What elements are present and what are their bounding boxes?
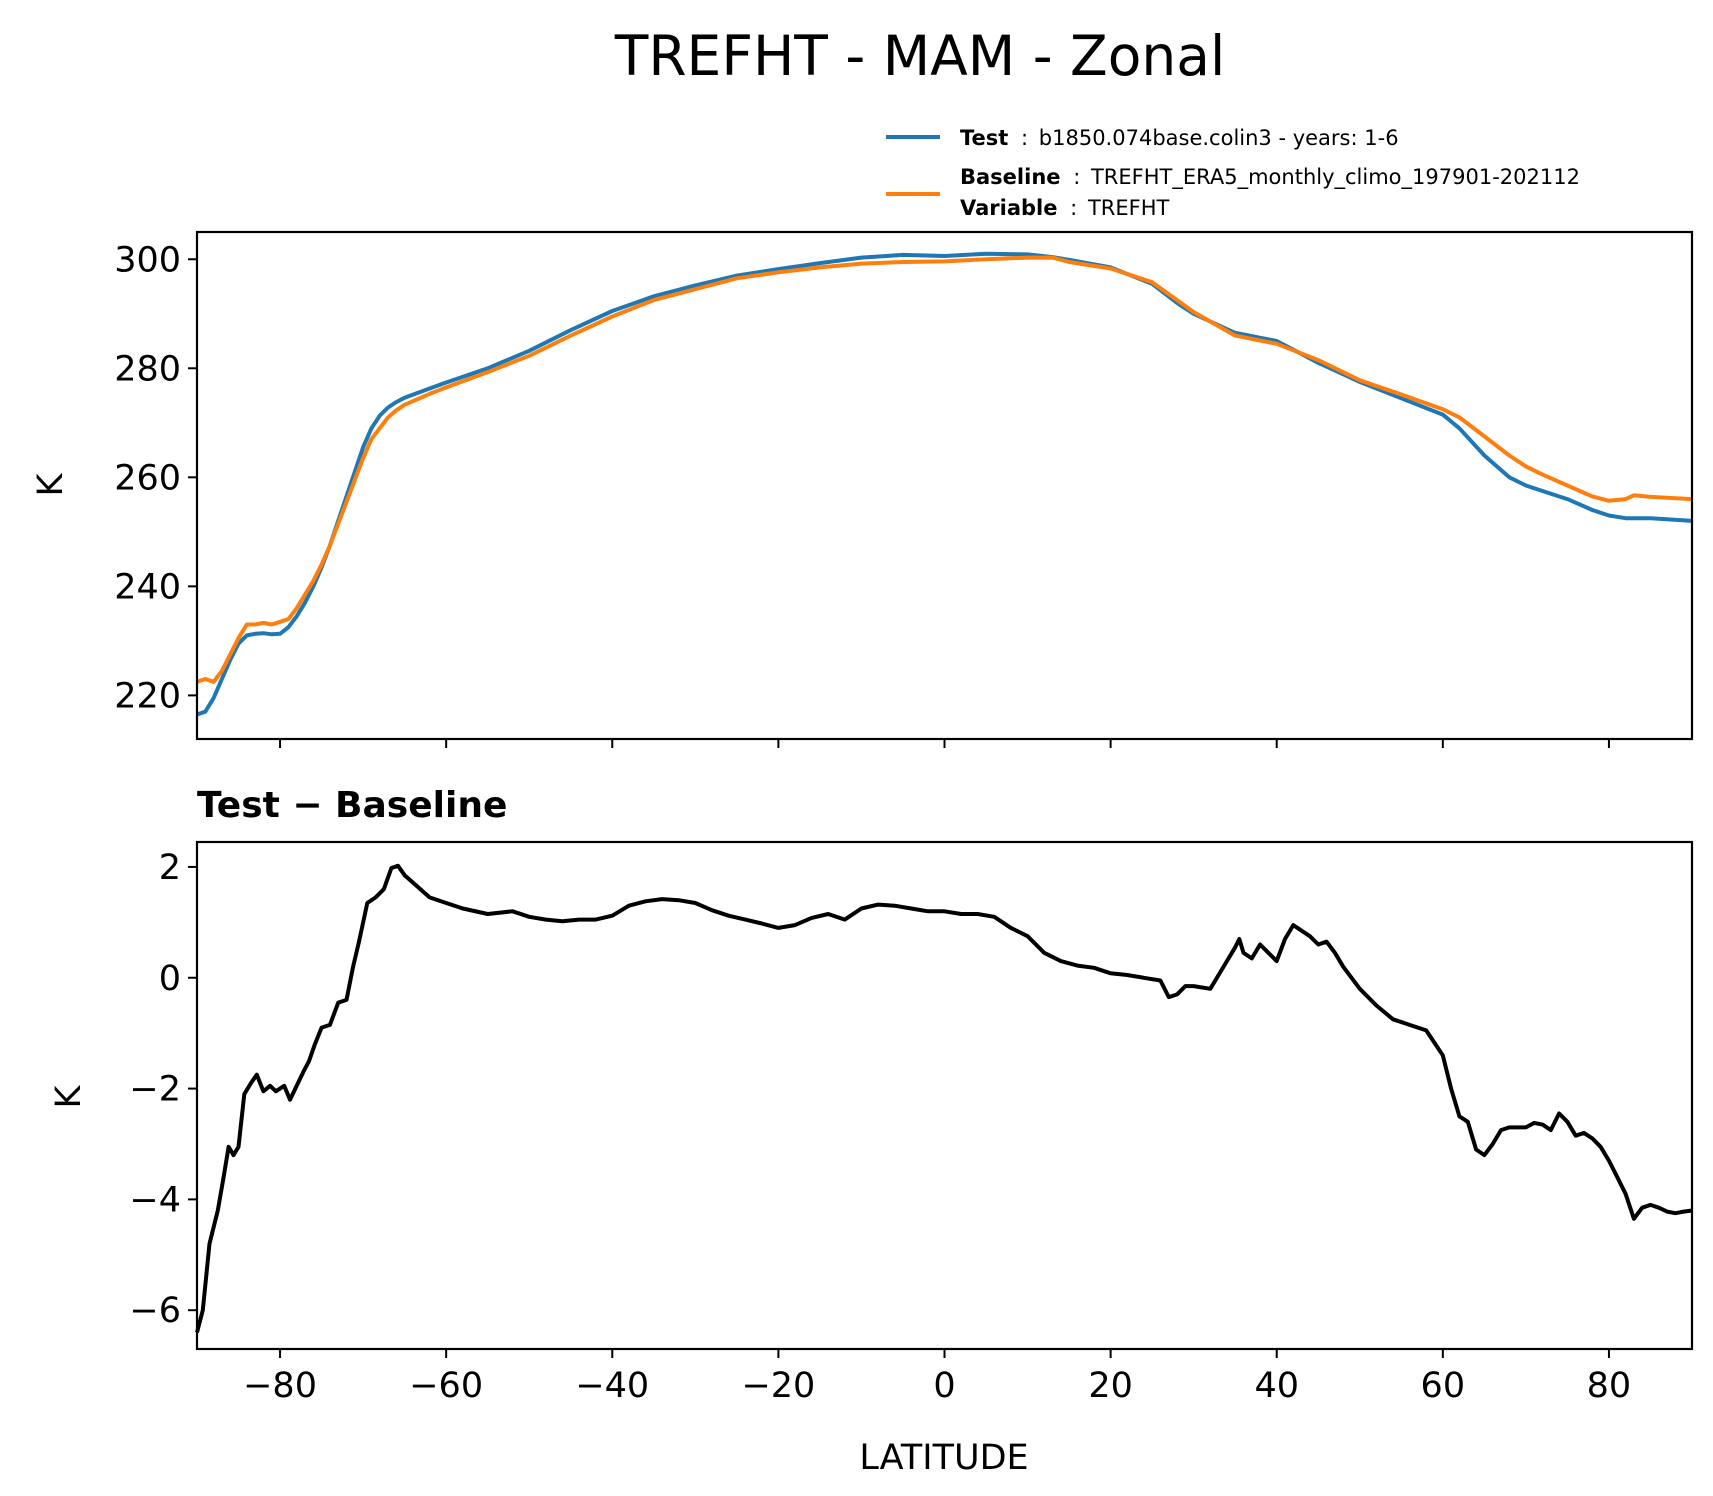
bottom-panel-yticks: −6 −4 −2 0 2 (129, 848, 197, 1331)
x-tick-label: −80 (243, 1366, 317, 1406)
bottom-panel-title: Test − Baseline (197, 785, 507, 826)
top-panel-yticks: 220 240 260 280 300 (114, 240, 197, 716)
legend-test-value: b1850.074base.colin3 - years: 1-6 (1039, 126, 1399, 150)
top-panel-ylabel: K (31, 472, 71, 496)
bottom-panel-lines (195, 863, 1693, 1333)
series-line-test (196, 251, 1693, 717)
bottom-panel-xticks: −80 −60 −40 −20 0 20 40 60 80 (243, 1349, 1631, 1406)
legend-variable-label: Variable (960, 196, 1057, 220)
x-tick-label: 20 (1088, 1366, 1133, 1406)
x-axis-label: LATITUDE (859, 1438, 1028, 1478)
x-tick-label: −60 (409, 1366, 483, 1406)
y-tick-label: 0 (159, 959, 181, 999)
legend-test-separator: : (1021, 126, 1028, 150)
legend-baseline-label: Baseline (960, 165, 1061, 189)
y-tick-label: 300 (114, 240, 181, 280)
legend-baseline-entry: Baseline : TREFHT_ERA5_monthly_climo_197… (960, 165, 1580, 190)
top-panel-xticks (279, 739, 1610, 748)
y-tick-label: 280 (114, 349, 181, 389)
x-tick-label: 80 (1587, 1366, 1632, 1406)
top-panel-lines (196, 251, 1693, 717)
y-tick-label: −2 (129, 1070, 181, 1110)
top-panel-frame (195, 230, 1694, 741)
y-tick-label: −4 (129, 1180, 181, 1220)
legend-variable-entry: Variable : TREFHT (960, 196, 1169, 220)
y-tick-label: 260 (114, 458, 181, 498)
legend-baseline-separator: : (1073, 165, 1080, 189)
x-tick-label: 0 (933, 1366, 955, 1406)
series-line-difference (195, 863, 1693, 1333)
series-line-baseline (196, 255, 1693, 684)
y-tick-label: 220 (114, 676, 181, 716)
x-tick-label: 40 (1254, 1366, 1299, 1406)
x-tick-label: 60 (1421, 1366, 1466, 1406)
x-tick-label: −40 (575, 1366, 649, 1406)
legend: Test : b1850.074base.colin3 - years: 1-6… (886, 126, 1580, 220)
y-tick-label: −6 (129, 1291, 181, 1331)
legend-test-entry: Test : b1850.074base.colin3 - years: 1-6 (960, 126, 1399, 150)
top-panel: 220 240 260 280 300 K (31, 230, 1694, 748)
bottom-panel-frame (195, 840, 1694, 1351)
legend-baseline-value: TREFHT_ERA5_monthly_climo_197901-202112 (1090, 165, 1580, 190)
legend-variable-separator: : (1070, 196, 1077, 220)
y-tick-label: 240 (114, 567, 181, 607)
legend-test-label: Test (960, 126, 1008, 150)
x-tick-label: −20 (741, 1366, 815, 1406)
bottom-panel: Test − Baseline −6−4−202 −80 −60 −40 −20 0 20… (49, 785, 1694, 1478)
legend-variable-value: TREFHT (1087, 196, 1170, 220)
figure-title: TREFHT - MAM - Zonal (614, 24, 1225, 88)
bottom-panel-ylabel: K (49, 1084, 89, 1108)
y-tick-label: 2 (159, 848, 181, 888)
